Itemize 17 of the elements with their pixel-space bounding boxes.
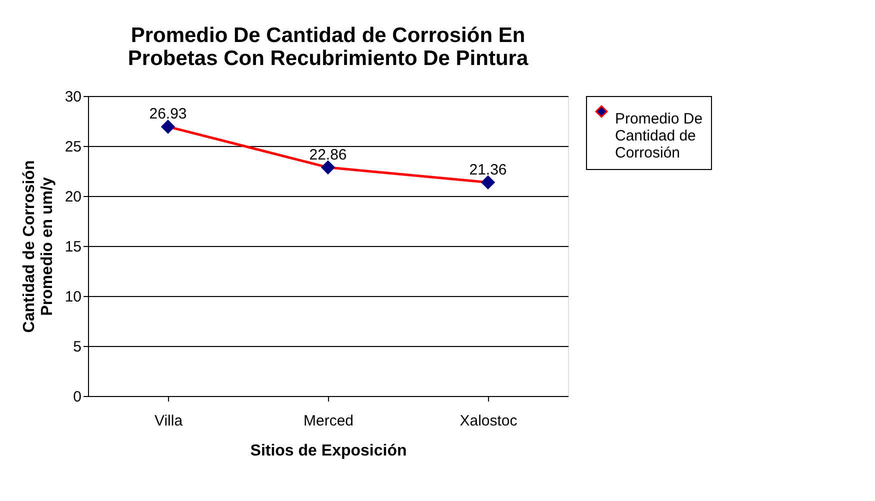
legend-label: Promedio De Cantidad de Corrosión <box>615 110 703 162</box>
data-label: 22.86 <box>309 146 347 164</box>
y-tick-label: 10 <box>64 288 82 306</box>
y-tick-label: 20 <box>64 188 82 206</box>
y-tick-label: 5 <box>73 338 82 356</box>
x-tick-label: Merced <box>303 412 354 430</box>
data-label: 21.36 <box>469 161 507 178</box>
x-axis-title: Sitios de Exposición <box>250 442 407 460</box>
y-tick-label: 30 <box>64 88 82 106</box>
data-label: 26.93 <box>149 106 187 123</box>
y-axis-title: Cantidad de Corrosión Promedio en um/y <box>20 160 56 333</box>
x-tick-label: Xalostoc <box>460 412 518 430</box>
x-tick-label: Villa <box>154 412 184 430</box>
y-tick-label: 15 <box>64 238 82 256</box>
y-tick-label: 25 <box>64 138 82 156</box>
chart-title: Promedio De Cantidad de Corrosión En Probetas Con Recubrimiento De Pintura <box>128 24 528 70</box>
y-tick-label: 0 <box>73 388 82 406</box>
